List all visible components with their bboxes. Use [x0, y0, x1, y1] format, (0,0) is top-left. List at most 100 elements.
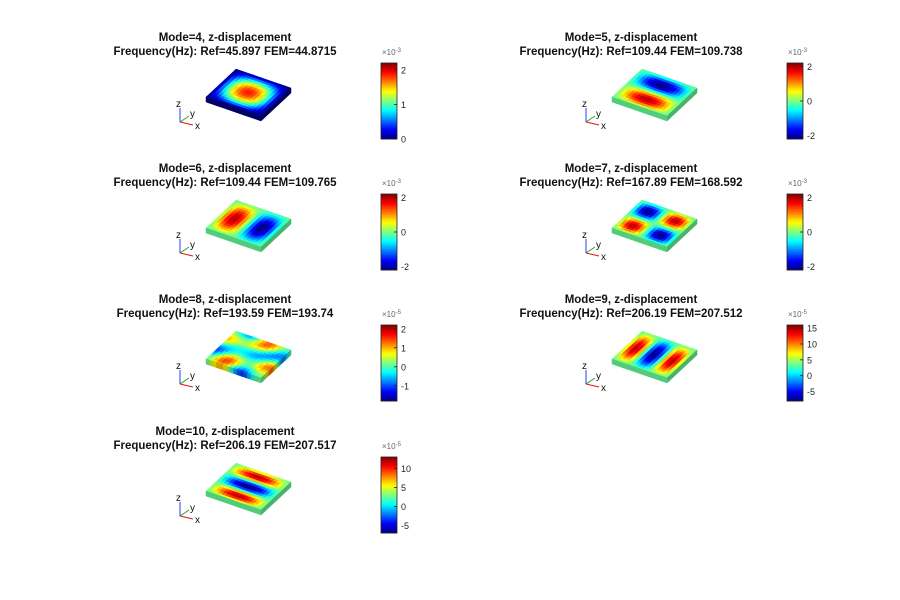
colorbar-segment [381, 389, 397, 392]
colorbar-segment [787, 108, 803, 111]
colorbar-segment [787, 72, 803, 75]
side-face-cell [240, 370, 245, 378]
axis-label-y: y [190, 240, 195, 251]
side-face-cell [628, 233, 633, 241]
colorbar-segment [381, 457, 397, 460]
colorbar-segment [787, 260, 803, 263]
side-face-cell [649, 109, 654, 117]
colorbar-segment [381, 363, 397, 366]
colorbar-segment [381, 260, 397, 263]
side-face-cell [236, 107, 241, 115]
subplot-subtitle: Frequency(Hz): Ref=109.44 FEM=109.765 [113, 177, 337, 189]
colorbar-segment [787, 342, 803, 345]
colorbar-segment [381, 330, 397, 333]
colorbar-segment [787, 332, 803, 335]
colorbar-tick-label: 0 [807, 97, 812, 107]
colorbar-tick-label: -2 [807, 131, 815, 141]
subplot-subtitle: Frequency(Hz): Ref=206.19 FEM=207.517 [113, 440, 337, 452]
x-axis-line [179, 121, 194, 126]
colorbar-segment [787, 361, 803, 364]
colorbar-segment [381, 203, 397, 206]
colorbar-segment [381, 495, 397, 498]
axis-label-x: x [195, 383, 200, 394]
subplot-title: Mode=5, z-displacement [564, 32, 698, 44]
side-face-cell [229, 235, 234, 243]
plot-area: zyx 2 0 -2 ×10-3 [582, 179, 815, 272]
colorbar-segment [381, 374, 397, 377]
colorbar-segment [787, 102, 803, 106]
colorbar-segment [787, 349, 803, 352]
colorbar-segment [787, 68, 803, 71]
side-face-cell [216, 362, 221, 370]
colorbar-segment [381, 89, 397, 92]
colorbar-segment [381, 213, 397, 216]
colorbar-segment [381, 349, 397, 352]
colorbar-segment [381, 351, 397, 354]
colorbar-segment [787, 80, 803, 83]
side-face-cell [659, 113, 664, 121]
colorbar-segment [787, 393, 803, 396]
y-axis-line [179, 509, 190, 517]
colorbar-segment [381, 366, 397, 370]
colorbar-segment [381, 199, 397, 202]
colorbar-segment [787, 121, 803, 125]
plate-surface [205, 330, 292, 384]
colorbar-segment [381, 345, 397, 349]
colorbar-segment [787, 338, 803, 341]
subplot-subtitle: Frequency(Hz): Ref=206.19 FEM=207.512 [519, 308, 743, 320]
colorbar-segment [381, 131, 397, 134]
colorbar-segment [381, 355, 397, 358]
colorbar-segment [787, 211, 803, 214]
colorbar-segment [381, 326, 397, 330]
colorbar-segment [787, 120, 803, 123]
colorbar-tick-label: -5 [807, 387, 815, 397]
colorbar-segment [381, 63, 397, 66]
colorbar-tick-label: 10 [807, 340, 817, 350]
colorbar-segment [381, 485, 397, 488]
colorbar-segment [787, 397, 803, 400]
y-axis-line [585, 246, 596, 254]
side-face-cell [288, 87, 292, 96]
colorbar-segment [381, 491, 397, 494]
colorbar-segment [787, 93, 803, 96]
colorbar-segment [787, 195, 803, 199]
colorbar-segment [381, 472, 397, 475]
colorbar-segment [381, 233, 397, 237]
colorbar-segment [787, 252, 803, 256]
colorbar-segment [787, 205, 803, 208]
colorbar-segment [381, 397, 397, 400]
colorbar-segment [381, 268, 397, 271]
side-face-cell [622, 100, 627, 108]
side-face-cell [247, 504, 251, 512]
side-face-cell [288, 481, 292, 490]
colorbar-segment [381, 239, 397, 242]
axis-label-z: z [176, 230, 181, 241]
side-face-cell [216, 231, 221, 239]
colorbar-segment [787, 395, 803, 398]
colorbar-segment [787, 228, 803, 231]
side-face-cell [212, 361, 217, 368]
side-face-cell [615, 359, 620, 367]
colorbar-segment [787, 97, 803, 100]
colorbar-segment [787, 203, 803, 206]
side-face-cell [247, 372, 251, 380]
colorbar-segment [381, 357, 397, 360]
colorbar-exponent-power: -3 [396, 48, 402, 54]
colorbar-segment [381, 468, 397, 471]
colorbar-segment [381, 510, 397, 513]
colorbar-segment [787, 116, 803, 119]
axis-label-y: y [190, 503, 195, 514]
side-face-cell [653, 372, 657, 380]
colorbar-segment [381, 334, 397, 337]
colorbar-frame [786, 324, 804, 402]
colorbar-segment [381, 483, 397, 486]
side-face-cell [611, 358, 616, 366]
colorbar-segment [787, 328, 803, 332]
colorbar-segment [787, 216, 803, 220]
x-axis-line [585, 121, 600, 126]
colorbar-segment [787, 85, 803, 89]
colorbar-segment [381, 525, 397, 528]
colorbar-segment [381, 474, 397, 477]
colorbar-segment [381, 214, 397, 218]
